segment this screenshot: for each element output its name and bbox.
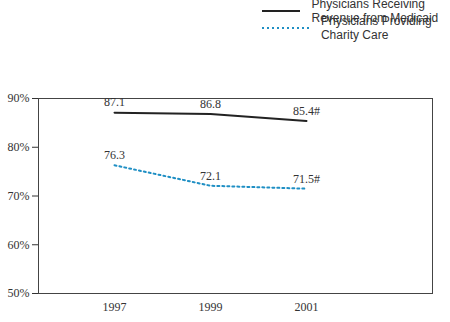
svg-text:86.8: 86.8 bbox=[200, 97, 221, 111]
svg-text:85.4#: 85.4# bbox=[293, 104, 320, 118]
svg-text:1997: 1997 bbox=[103, 300, 127, 314]
svg-text:87.1: 87.1 bbox=[104, 95, 125, 109]
html-text:Physicians Providing Charity C: Physicians Providing Charity Care bbox=[321, 13, 432, 42]
svg-text:60%: 60% bbox=[8, 238, 30, 252]
svg-text:76.3: 76.3 bbox=[104, 148, 125, 162]
svg-text:80%: 80% bbox=[8, 140, 30, 154]
svg-text:90%: 90% bbox=[8, 91, 30, 105]
svg-text:50%: 50% bbox=[8, 286, 30, 300]
svg-text:2001: 2001 bbox=[295, 300, 319, 314]
svg-text:70%: 70% bbox=[8, 189, 30, 203]
svg-text:72.1: 72.1 bbox=[200, 169, 221, 183]
svg-text:1999: 1999 bbox=[199, 300, 223, 314]
svg-text:71.5#: 71.5# bbox=[293, 172, 320, 186]
